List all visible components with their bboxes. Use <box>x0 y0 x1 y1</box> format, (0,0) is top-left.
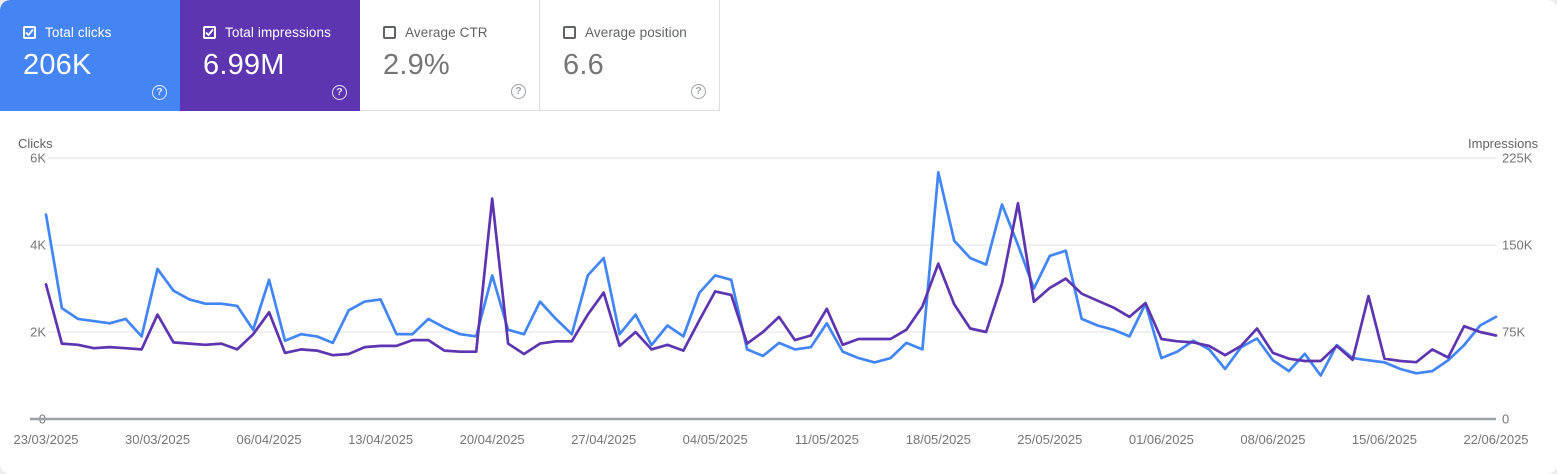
card-value: 2.9% <box>383 49 450 81</box>
x-axis-date-label: 18/05/2025 <box>905 432 971 447</box>
right-axis-title: Impressions <box>1468 136 1539 151</box>
x-axis-date-label: 13/04/2025 <box>348 432 414 447</box>
right-axis-tick-label: 0 <box>1502 411 1510 427</box>
help-icon[interactable]: ? <box>152 85 167 100</box>
checkbox-checked-icon[interactable] <box>23 25 36 39</box>
card-value: 206K <box>23 49 92 81</box>
x-axis-date-label: 01/06/2025 <box>1128 432 1194 447</box>
left-axis-tick-label: 2K <box>30 324 46 340</box>
x-axis-date-label: 04/05/2025 <box>682 432 748 447</box>
total-impressions-card[interactable]: Total impressions 6.99M ? <box>180 0 360 111</box>
metric-cards-row: Total clicks 206K ? Total impressions 6.… <box>0 0 1557 111</box>
average-position-card[interactable]: Average position 6.6 ? <box>540 0 720 111</box>
checkbox-unchecked-icon[interactable] <box>383 25 396 39</box>
left-axis-tick-label: 4K <box>30 237 46 253</box>
x-axis-date-label: 27/04/2025 <box>571 432 637 447</box>
total-clicks-card[interactable]: Total clicks 206K ? <box>0 0 180 111</box>
checkbox-checked-icon[interactable] <box>203 25 216 39</box>
card-value: 6.6 <box>563 49 604 81</box>
x-axis-date-label: 25/05/2025 <box>1017 432 1083 447</box>
x-axis-date-label: 15/06/2025 <box>1351 432 1417 447</box>
card-value: 6.99M <box>203 49 285 81</box>
left-axis-tick-label: 6K <box>30 150 46 166</box>
average-ctr-card[interactable]: Average CTR 2.9% ? <box>360 0 540 111</box>
help-icon[interactable]: ? <box>332 85 347 100</box>
x-axis-date-label: 23/03/2025 <box>13 432 79 447</box>
left-axis-tick-label: 0 <box>38 411 46 427</box>
clicks-line[interactable] <box>44 171 1498 377</box>
right-axis-tick-label: 150K <box>1502 237 1533 253</box>
x-axis-date-label: 20/04/2025 <box>459 432 525 447</box>
card-label: Total impressions <box>225 24 331 40</box>
x-axis-date-label: 08/06/2025 <box>1240 432 1306 447</box>
checkbox-unchecked-icon[interactable] <box>563 25 576 39</box>
card-label: Average position <box>585 24 687 40</box>
x-axis-date-label: 30/03/2025 <box>124 432 191 447</box>
right-axis-tick-label: 225K <box>1502 150 1533 166</box>
impressions-line[interactable] <box>44 197 1498 364</box>
left-axis-title: Clicks <box>18 136 53 151</box>
x-axis-date-label: 11/05/2025 <box>794 432 859 447</box>
x-axis-date-label: 06/04/2025 <box>236 432 302 447</box>
help-icon[interactable]: ? <box>511 84 526 99</box>
right-axis-tick-label: 75K <box>1502 324 1526 340</box>
x-axis-date-label: 22/06/2025 <box>1463 432 1529 447</box>
card-label: Total clicks <box>45 24 112 40</box>
help-icon[interactable]: ? <box>691 84 706 99</box>
card-label: Average CTR <box>405 24 488 40</box>
